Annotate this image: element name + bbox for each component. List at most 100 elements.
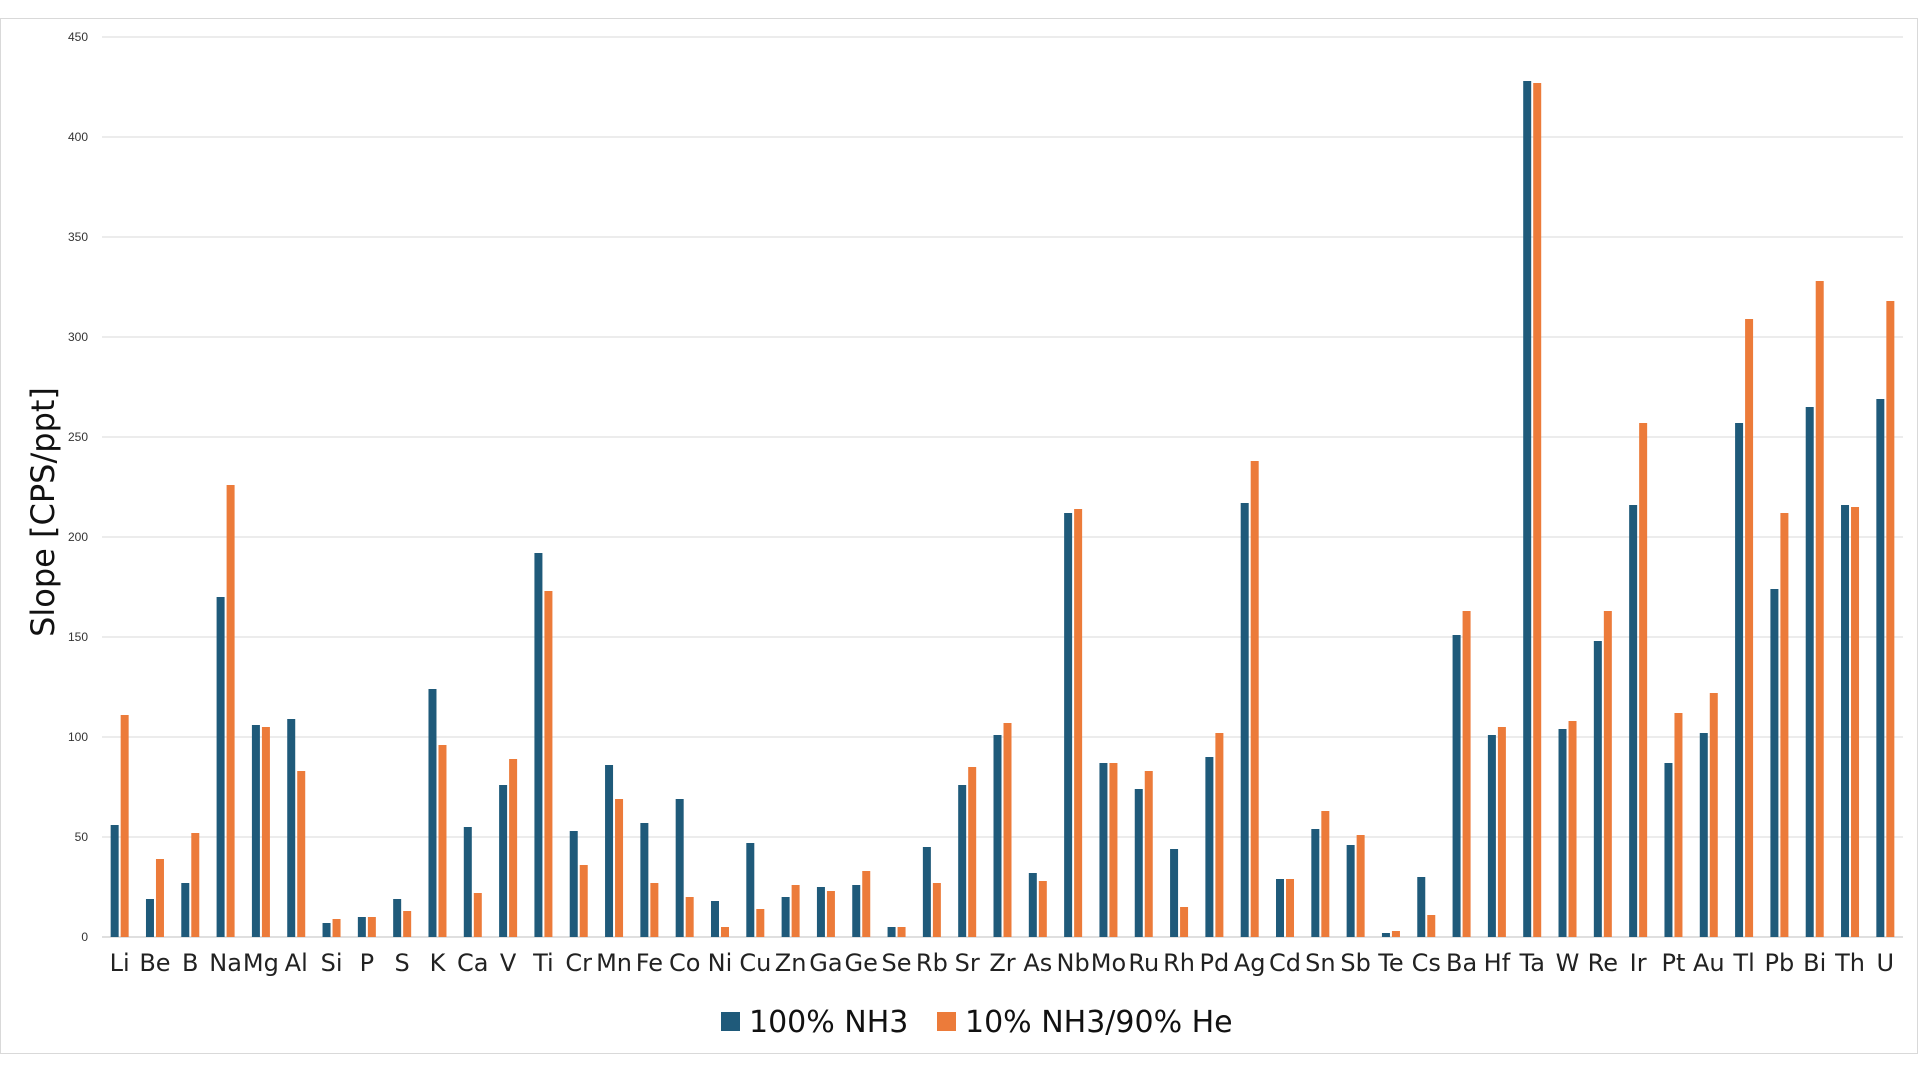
- bar-B-series2: [191, 833, 200, 937]
- bar-Pd-series2: [1215, 733, 1224, 937]
- x-tick-label: Bi: [1803, 949, 1826, 977]
- x-tick-label: Ga: [809, 949, 842, 977]
- x-tick-label: Fe: [636, 949, 663, 977]
- y-tick-label: 300: [68, 330, 88, 344]
- bar-Tl-series2: [1745, 319, 1754, 937]
- x-tick-label: Cr: [565, 949, 592, 977]
- bar-Ni-series1: [710, 901, 719, 937]
- x-tick-label: Re: [1588, 949, 1618, 977]
- y-tick-label: 350: [68, 230, 88, 244]
- x-tick-label: Au: [1693, 949, 1725, 977]
- y-tick-label: 150: [68, 630, 88, 644]
- bar-Mn-series2: [615, 799, 624, 937]
- bar-Ru-series1: [1134, 789, 1143, 937]
- bar-Ge-series1: [852, 885, 861, 937]
- bar-Ir-series2: [1639, 423, 1648, 937]
- bar-Ag-series2: [1250, 461, 1259, 937]
- x-tick-label: Tl: [1732, 949, 1754, 977]
- bar-Ni-series2: [720, 927, 729, 937]
- bar-chart: 0 50 100 150 200 250 300 350 400 450 Li Be B Na Mg Al S…: [24, 30, 1903, 1040]
- x-tick-label: Ti: [532, 949, 554, 977]
- bar-Rb-series2: [932, 883, 941, 937]
- bar-Rh-series1: [1170, 849, 1179, 937]
- bar-U-series2: [1886, 301, 1895, 937]
- y-tick-label: 0: [81, 930, 88, 944]
- x-tick-label: Pd: [1200, 949, 1230, 977]
- bar-Bi-series2: [1815, 281, 1824, 937]
- bar-Na-series2: [226, 485, 235, 937]
- bar-Au-series1: [1699, 733, 1708, 937]
- x-tick-label: Cu: [739, 949, 771, 977]
- x-tick-label: Na: [209, 949, 242, 977]
- bar-Ca-series1: [463, 827, 472, 937]
- x-tick-label: Ge: [845, 949, 878, 977]
- x-tick-label: As: [1023, 949, 1052, 977]
- bar-Nb-series1: [1064, 513, 1073, 937]
- x-tick-label: Zn: [775, 949, 807, 977]
- bar-Hf-series2: [1497, 727, 1506, 937]
- bar-Te-series2: [1391, 931, 1400, 937]
- bar-Re-series2: [1603, 611, 1612, 937]
- x-tick-label: Ru: [1128, 949, 1159, 977]
- bar-Ru-series2: [1144, 771, 1153, 937]
- x-tick-label: B: [182, 949, 198, 977]
- y-tick-label: 450: [68, 30, 88, 44]
- bar-Fe-series1: [640, 823, 649, 937]
- bar-Mg-series1: [251, 725, 260, 937]
- bar-Cr-series2: [579, 865, 588, 937]
- x-tick-label: Hf: [1484, 949, 1511, 977]
- x-tick-label: Cs: [1412, 949, 1441, 977]
- bar-Sn-series2: [1321, 811, 1330, 937]
- bar-B-series1: [181, 883, 190, 937]
- legend-swatch: [721, 1012, 740, 1031]
- bar-Ag-series1: [1240, 503, 1249, 937]
- x-tick-label: Ta: [1519, 949, 1545, 977]
- x-tick-label: Se: [882, 949, 912, 977]
- legend-label: 10% NH3/90% He: [965, 1005, 1233, 1040]
- x-tick-label: K: [430, 949, 447, 977]
- bar-Ti-series2: [544, 591, 553, 937]
- bar-Zr-series2: [1003, 723, 1012, 937]
- bar-P-series1: [357, 917, 366, 937]
- bar-Nb-series2: [1074, 509, 1083, 937]
- bar-Ba-series1: [1452, 635, 1461, 937]
- x-tick-label: Cd: [1269, 949, 1301, 977]
- bar-Co-series1: [675, 799, 684, 937]
- bar-Si-series1: [322, 923, 331, 937]
- bar-V-series2: [509, 759, 518, 937]
- x-tick-label: Ni: [708, 949, 733, 977]
- bar-Ti-series1: [534, 553, 543, 937]
- bar-Rh-series2: [1180, 907, 1189, 937]
- x-tick-label: U: [1877, 949, 1895, 977]
- bar-Pt-series1: [1664, 763, 1673, 937]
- bar-Sn-series1: [1311, 829, 1320, 937]
- bar-Rb-series1: [922, 847, 931, 937]
- x-tick-label: Ir: [1630, 949, 1647, 977]
- bar-Zr-series1: [993, 735, 1002, 937]
- legend: 100% NH3 10% NH3/90% He: [721, 1005, 1233, 1040]
- bar-Te-series1: [1381, 933, 1390, 937]
- bar-Ta-series1: [1523, 81, 1532, 937]
- bar-Li-series2: [120, 715, 129, 937]
- x-tick-label: Sb: [1340, 949, 1370, 977]
- x-tick-label: Al: [285, 949, 308, 977]
- bar-Pt-series2: [1674, 713, 1683, 937]
- x-tick-label: Th: [1834, 949, 1865, 977]
- bar-Ga-series2: [826, 891, 835, 937]
- bar-W-series2: [1568, 721, 1577, 937]
- bar-Cu-series1: [746, 843, 755, 937]
- bar-Sr-series2: [968, 767, 977, 937]
- x-tick-label: Si: [321, 949, 343, 977]
- x-tick-label: Sr: [955, 949, 980, 977]
- x-tick-label: Pb: [1765, 949, 1795, 977]
- bar-Be-series2: [155, 859, 164, 937]
- bar-Zn-series1: [781, 897, 790, 937]
- x-tick-label: Co: [669, 949, 700, 977]
- bar-Al-series2: [297, 771, 306, 937]
- bar-Ga-series1: [816, 887, 825, 937]
- x-tick-label: Mg: [243, 949, 279, 977]
- bar-Au-series2: [1709, 693, 1718, 937]
- y-tick-label: 100: [68, 730, 88, 744]
- bar-Mg-series2: [261, 727, 270, 937]
- x-tick-label: Ag: [1234, 949, 1266, 977]
